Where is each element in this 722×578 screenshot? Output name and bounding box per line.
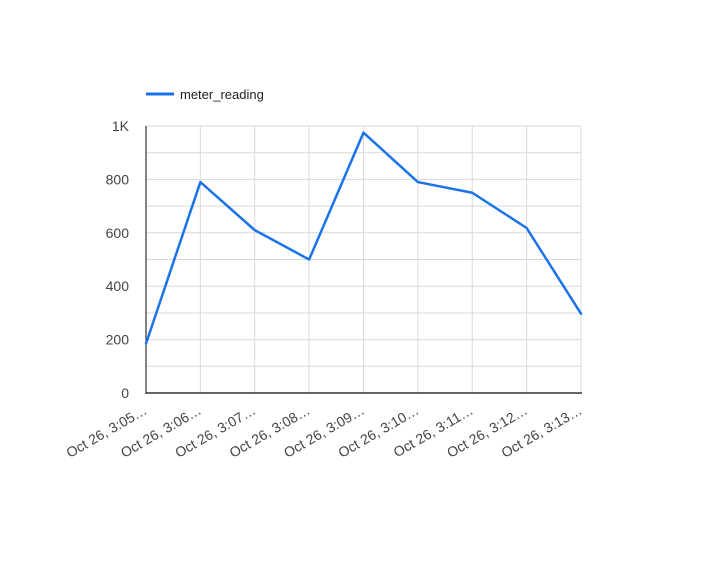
y-tick-label: 800 bbox=[106, 171, 130, 187]
legend-label: meter_reading bbox=[180, 87, 264, 102]
y-tick-label: 600 bbox=[106, 225, 130, 241]
y-tick-label: 1K bbox=[112, 118, 130, 134]
y-tick-label: 200 bbox=[106, 332, 130, 348]
y-tick-labels: 0 200 400 600 800 1K bbox=[106, 118, 130, 401]
y-tick-label: 0 bbox=[121, 385, 129, 401]
grid bbox=[146, 126, 581, 393]
x-tick-labels: Oct 26, 3:05…Oct 26, 3:06…Oct 26, 3:07…O… bbox=[63, 402, 584, 461]
y-tick-label: 400 bbox=[106, 278, 130, 294]
legend[interactable]: meter_reading bbox=[146, 87, 264, 102]
